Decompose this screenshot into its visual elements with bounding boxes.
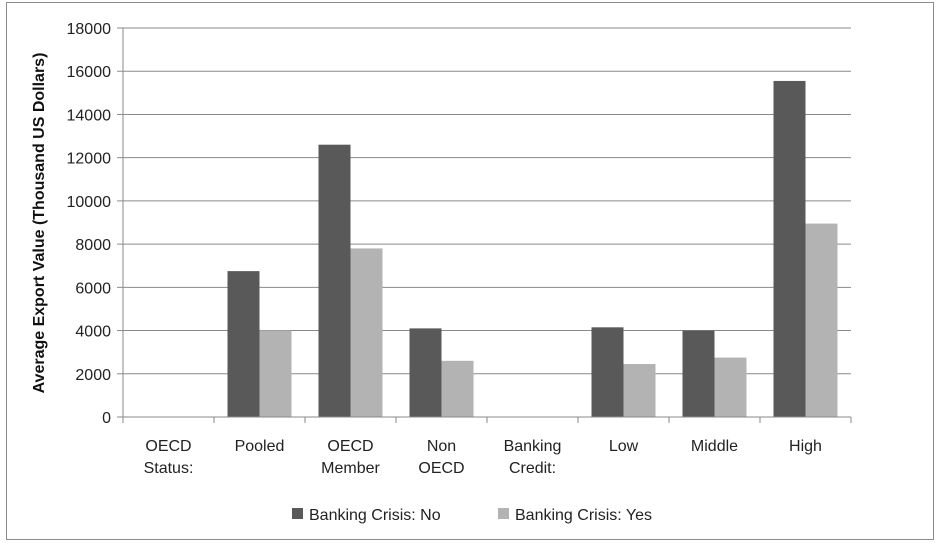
y-tick-label: 6000 <box>75 280 111 297</box>
x-category-label: Banking <box>504 438 562 455</box>
legend-swatch-yes <box>498 508 509 519</box>
x-category-label: Low <box>609 438 639 455</box>
x-category-label: High <box>789 438 822 455</box>
x-category-label: OECD <box>145 438 191 455</box>
legend-swatch-no <box>292 508 303 519</box>
bar-no <box>409 328 442 417</box>
y-tick-label: 0 <box>102 410 111 427</box>
bar-yes <box>623 364 656 417</box>
x-category-label: Status: <box>144 460 194 477</box>
x-category-label: Middle <box>691 438 738 455</box>
legend-label-yes: Banking Crisis: Yes <box>515 507 652 524</box>
bars <box>227 80 838 418</box>
y-tick-label: 18000 <box>67 21 112 38</box>
bar-no <box>773 80 806 418</box>
x-category-label: Credit: <box>509 460 556 477</box>
bar-yes <box>350 248 383 417</box>
y-tick-labels: 0 2000 4000 6000 8000 10000 12000 14000 16000 180… <box>67 21 112 427</box>
y-tick-label: 10000 <box>67 194 112 211</box>
y-tick-label: 16000 <box>67 64 112 81</box>
y-tick-label: 4000 <box>75 324 111 341</box>
y-tick-label: 8000 <box>75 237 111 254</box>
x-category-label: Member <box>321 460 380 477</box>
bar-yes <box>714 357 747 417</box>
legend-label-no: Banking Crisis: No <box>309 507 441 524</box>
bar-yes <box>805 223 838 417</box>
x-category-label: OECD <box>327 438 373 455</box>
bar-yes <box>441 360 474 417</box>
y-tick-label: 12000 <box>67 151 112 168</box>
axes <box>122 28 852 423</box>
legend: Banking Crisis: No Banking Crisis: Yes <box>292 507 652 524</box>
category-labels: OECD Status: Pooled OECD Member Non OECD Bankin… <box>144 438 822 477</box>
x-category-label: Non <box>427 438 456 455</box>
y-tick-label: 14000 <box>67 107 112 124</box>
y-tick-label: 2000 <box>75 367 111 384</box>
bar-yes <box>259 330 292 417</box>
bar-no <box>682 330 715 417</box>
x-category-label: Pooled <box>235 438 285 455</box>
x-category-label: OECD <box>418 460 464 477</box>
bar-no <box>591 327 624 417</box>
bar-no <box>318 144 351 417</box>
bar-no <box>227 271 260 417</box>
y-axis-label: Average Export Value (Thousand US Dollar… <box>31 53 48 394</box>
